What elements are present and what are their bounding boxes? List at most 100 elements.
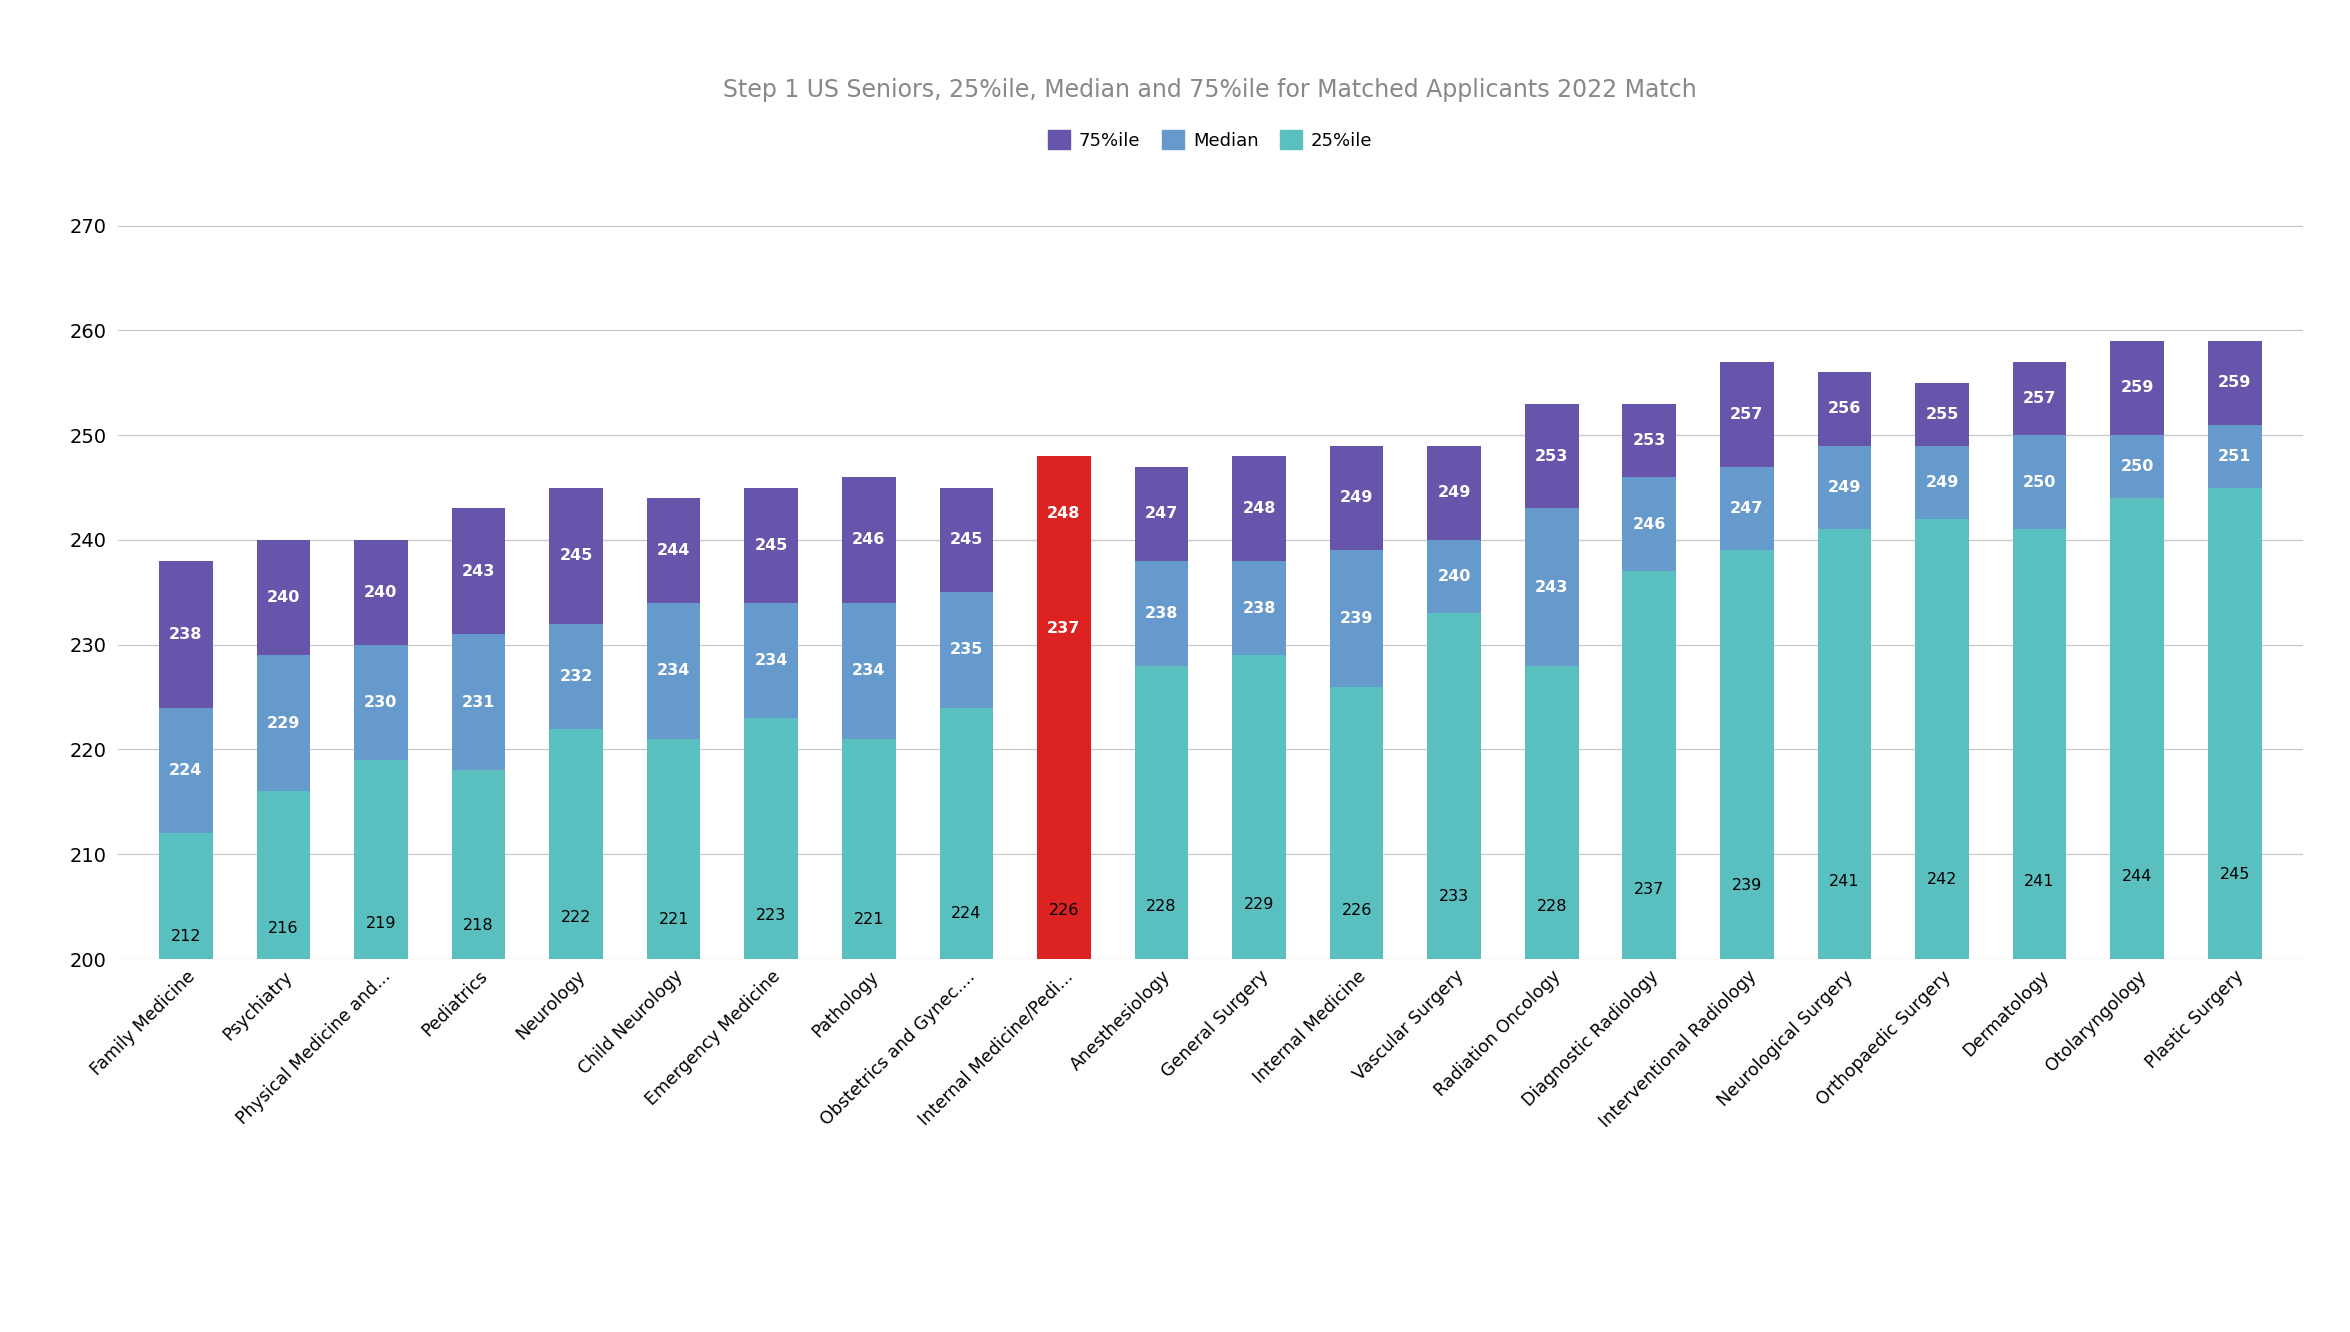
Bar bbox=[1915, 519, 1969, 959]
Bar bbox=[1525, 666, 1579, 959]
Bar bbox=[550, 623, 604, 729]
Text: 249: 249 bbox=[1438, 485, 1471, 501]
Bar bbox=[1426, 539, 1480, 613]
Bar bbox=[1330, 550, 1384, 686]
Bar bbox=[160, 561, 212, 707]
Bar bbox=[1621, 477, 1676, 571]
Bar bbox=[1036, 686, 1090, 959]
Text: 226: 226 bbox=[1048, 903, 1079, 918]
Bar bbox=[1525, 404, 1579, 509]
Text: 249: 249 bbox=[1828, 480, 1861, 496]
Bar bbox=[1720, 550, 1774, 959]
Bar bbox=[1231, 456, 1285, 561]
Text: 241: 241 bbox=[1828, 874, 1859, 890]
Bar bbox=[940, 707, 994, 959]
Bar bbox=[1330, 686, 1384, 959]
Text: 253: 253 bbox=[1535, 449, 1567, 464]
Bar bbox=[160, 707, 212, 834]
Text: 228: 228 bbox=[1537, 899, 1567, 914]
Bar bbox=[1915, 446, 1969, 519]
Bar bbox=[1135, 666, 1189, 959]
Bar bbox=[1720, 362, 1774, 466]
Bar bbox=[2012, 362, 2066, 436]
Bar bbox=[2012, 529, 2066, 959]
Bar bbox=[2110, 341, 2164, 436]
Text: 250: 250 bbox=[2120, 460, 2155, 474]
Bar bbox=[745, 603, 799, 718]
Text: 257: 257 bbox=[2023, 392, 2056, 406]
Text: 239: 239 bbox=[1732, 878, 1762, 892]
Bar bbox=[2209, 488, 2261, 959]
Bar bbox=[1036, 456, 1090, 571]
Bar bbox=[646, 739, 700, 959]
Text: 216: 216 bbox=[268, 922, 298, 936]
Bar bbox=[1817, 446, 1871, 529]
Bar bbox=[1231, 561, 1285, 655]
Bar bbox=[745, 488, 799, 603]
Bar bbox=[940, 488, 994, 593]
Bar bbox=[2110, 498, 2164, 959]
Bar bbox=[841, 739, 895, 959]
Text: 249: 249 bbox=[1925, 474, 1958, 490]
Text: 244: 244 bbox=[658, 543, 691, 558]
Bar bbox=[1135, 561, 1189, 666]
Text: 251: 251 bbox=[2218, 449, 2251, 464]
Text: 240: 240 bbox=[364, 585, 397, 599]
Bar bbox=[646, 498, 700, 603]
Bar bbox=[1915, 382, 1969, 446]
Bar bbox=[2012, 436, 2066, 529]
Bar bbox=[2209, 425, 2261, 488]
Text: 245: 245 bbox=[2218, 867, 2249, 882]
Bar bbox=[1036, 571, 1090, 686]
Bar bbox=[1426, 613, 1480, 959]
Text: 224: 224 bbox=[952, 906, 982, 922]
Text: 226: 226 bbox=[1342, 903, 1372, 918]
Text: 259: 259 bbox=[2120, 381, 2155, 396]
Text: 242: 242 bbox=[1927, 872, 1958, 887]
Text: 237: 237 bbox=[1048, 622, 1081, 637]
Bar bbox=[256, 539, 310, 655]
Text: 222: 222 bbox=[562, 910, 592, 924]
Bar bbox=[1231, 655, 1285, 959]
Text: 231: 231 bbox=[463, 695, 496, 710]
Text: 224: 224 bbox=[169, 763, 202, 778]
Bar bbox=[1621, 571, 1676, 959]
Text: 255: 255 bbox=[1925, 406, 1958, 422]
Text: 223: 223 bbox=[757, 908, 787, 923]
Bar bbox=[1817, 372, 1871, 446]
Text: 239: 239 bbox=[1339, 611, 1372, 626]
Text: 247: 247 bbox=[1730, 501, 1762, 515]
Text: 218: 218 bbox=[463, 918, 494, 932]
Text: 253: 253 bbox=[1633, 433, 1666, 448]
Bar bbox=[355, 539, 409, 645]
Text: 249: 249 bbox=[1339, 490, 1372, 505]
Text: 240: 240 bbox=[1438, 569, 1471, 583]
Bar bbox=[2209, 341, 2261, 425]
Text: 244: 244 bbox=[2122, 868, 2153, 883]
Bar bbox=[1330, 446, 1384, 550]
Bar bbox=[451, 770, 505, 959]
Bar bbox=[451, 634, 505, 770]
Text: 237: 237 bbox=[1633, 882, 1664, 896]
Text: 229: 229 bbox=[1243, 896, 1274, 912]
Bar bbox=[355, 761, 409, 959]
Text: 246: 246 bbox=[853, 533, 886, 547]
Bar bbox=[1525, 509, 1579, 666]
Text: 241: 241 bbox=[2023, 874, 2054, 890]
Title: Step 1 US Seniors, 25%ile, Median and 75%ile for Matched Applicants 2022 Match: Step 1 US Seniors, 25%ile, Median and 75… bbox=[724, 77, 1697, 101]
Text: 221: 221 bbox=[658, 912, 689, 927]
Text: 247: 247 bbox=[1144, 506, 1177, 521]
Text: 259: 259 bbox=[2218, 376, 2251, 390]
Text: 238: 238 bbox=[169, 627, 202, 642]
Text: 257: 257 bbox=[1730, 406, 1762, 422]
Bar bbox=[1135, 466, 1189, 561]
Bar bbox=[940, 593, 994, 707]
Text: 256: 256 bbox=[1828, 401, 1861, 417]
Text: 243: 243 bbox=[1535, 579, 1567, 594]
Bar bbox=[256, 791, 310, 959]
Bar bbox=[550, 488, 604, 623]
Text: 221: 221 bbox=[853, 912, 884, 927]
Text: 246: 246 bbox=[1633, 517, 1666, 531]
Text: 234: 234 bbox=[853, 663, 886, 678]
Text: 245: 245 bbox=[559, 549, 592, 563]
